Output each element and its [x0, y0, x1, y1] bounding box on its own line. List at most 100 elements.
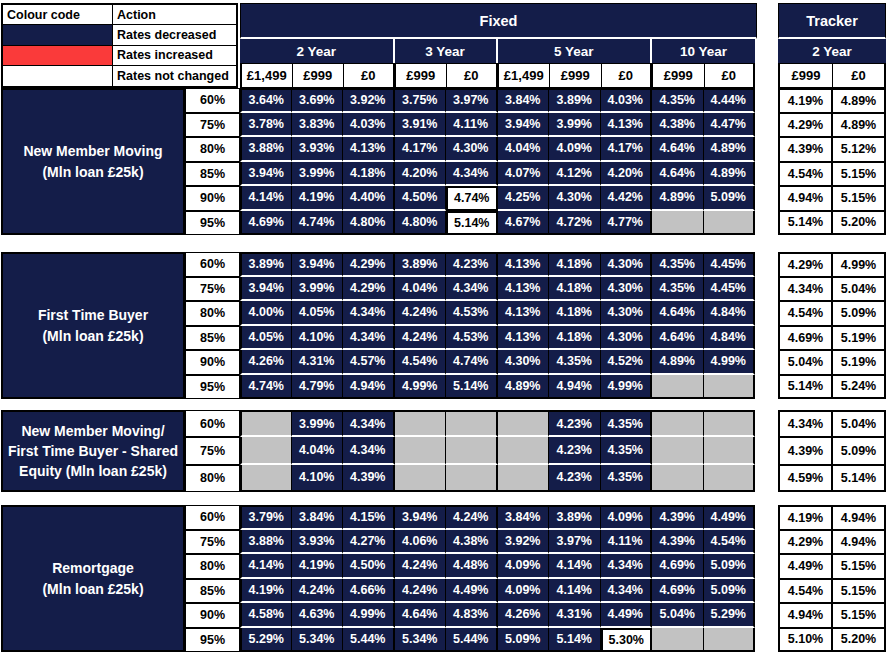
rate-cell: 4.04%	[395, 277, 447, 302]
rate-cell: 4.35%	[652, 277, 704, 302]
ltv-cell: 95%	[185, 211, 240, 236]
tracker-rate-cell: 5.04%	[832, 410, 886, 437]
rate-cell: 4.03%	[601, 88, 653, 113]
rate-cell: 4.10%	[292, 326, 344, 351]
rate-cell: 4.54%	[395, 350, 447, 375]
tracker-rate-cell: 4.54%	[778, 162, 832, 187]
rate-cell: 3.75%	[395, 88, 447, 113]
rate-cell: 4.19%	[292, 554, 344, 579]
rate-cell: 4.23%	[549, 465, 601, 492]
section-label-line: (Mln loan £25k)	[42, 326, 143, 346]
rate-cell: 3.78%	[240, 113, 292, 138]
empty-cell	[704, 410, 756, 437]
rate-cell: 4.45%	[704, 277, 756, 302]
ltv-cell: 90%	[185, 603, 240, 628]
rate-cell: 4.30%	[498, 350, 550, 375]
legend-action-header: Action	[113, 5, 236, 25]
ltv-cell: 80%	[185, 301, 240, 326]
rate-cell: 3.89%	[240, 252, 292, 277]
rate-cell: 4.49%	[446, 579, 498, 604]
ltv-cell: 80%	[185, 554, 240, 579]
rate-cell: 3.89%	[549, 88, 601, 113]
rate-cell: 4.50%	[343, 554, 395, 579]
ltv-cell: 75%	[185, 113, 240, 138]
rate-cell: 5.14%	[446, 375, 498, 400]
tracker-rate-cell: 4.39%	[778, 137, 832, 162]
section-label-line: New Member Moving/	[21, 421, 164, 441]
fixed-term-label: 2 Year	[240, 39, 395, 63]
rate-cell: 4.50%	[395, 186, 447, 211]
rate-cell: 4.30%	[549, 186, 601, 211]
rate-cell: 4.17%	[601, 137, 653, 162]
empty-cell	[652, 437, 704, 464]
rate-cell: 3.89%	[395, 252, 447, 277]
tracker-fee-column-header: £999	[778, 63, 832, 88]
rate-cell: 3.97%	[446, 88, 498, 113]
rate-cell: 5.29%	[704, 603, 756, 628]
rate-cell: 4.23%	[549, 410, 601, 437]
rate-cell: 4.06%	[395, 530, 447, 555]
rate-cell: 4.05%	[240, 326, 292, 351]
fixed-year-row: 2 Year3 Year5 Year10 Year	[240, 39, 757, 63]
rate-cell: 4.54%	[704, 530, 756, 555]
rate-cell: 3.97%	[549, 530, 601, 555]
rate-cell: 3.93%	[292, 530, 344, 555]
empty-cell	[498, 465, 550, 492]
rate-cell: 4.13%	[498, 277, 550, 302]
rate-cell: 4.09%	[498, 579, 550, 604]
rate-cell: 5.34%	[395, 628, 447, 653]
tracker-rate-cell: 4.89%	[832, 88, 886, 113]
empty-cell	[395, 437, 447, 464]
fixed-term-label: 3 Year	[395, 39, 498, 63]
fee-column-header: £1,499	[498, 63, 550, 88]
tracker-rate-cell: 5.15%	[832, 554, 886, 579]
rate-cell: 4.24%	[395, 301, 447, 326]
fixed-banner: Fixed	[240, 3, 757, 39]
fee-column-header: £1,499	[240, 63, 292, 88]
section-remortgage: Remortgage(Mln loan £25k)60%3.79%3.84%4.…	[1, 505, 886, 652]
tracker-rate-cell: 5.14%	[778, 375, 832, 400]
rate-cell: 4.64%	[652, 301, 704, 326]
rate-cell: 4.74%	[292, 211, 344, 236]
fee-column-header: £999	[292, 63, 344, 88]
tracker-rate-cell: 4.29%	[778, 113, 832, 138]
tracker-rate-cell: 4.59%	[778, 465, 832, 492]
rate-cell: 3.89%	[549, 505, 601, 530]
fee-column-header: £0	[601, 63, 653, 88]
rate-cell: 4.34%	[446, 162, 498, 187]
empty-cell	[704, 211, 756, 236]
rate-cell: 4.44%	[704, 88, 756, 113]
rate-cell: 4.30%	[601, 252, 653, 277]
tracker-term-label: 2 Year	[778, 39, 886, 63]
rate-cell: 4.18%	[549, 277, 601, 302]
section-new-member-moving: New Member Moving(Mln loan £25k)60%3.64%…	[1, 88, 886, 235]
tracker-rate-cell: 5.20%	[832, 628, 886, 653]
empty-cell	[652, 465, 704, 492]
empty-cell	[652, 410, 704, 437]
ltv-cell: 60%	[185, 505, 240, 530]
rate-cell: 4.34%	[601, 554, 653, 579]
rate-cell: 4.49%	[704, 505, 756, 530]
rate-cell: 5.04%	[652, 603, 704, 628]
tracker-banner: Tracker	[778, 3, 886, 39]
rate-cell: 4.30%	[601, 326, 653, 351]
tracker-rate-cell: 4.94%	[832, 505, 886, 530]
rate-cell: 5.30%	[601, 628, 653, 653]
empty-cell	[446, 410, 498, 437]
tracker-rate-cell: 4.49%	[778, 554, 832, 579]
rate-cell: 4.49%	[601, 603, 653, 628]
rate-cell: 4.34%	[343, 326, 395, 351]
section-label-new-member-moving: New Member Moving(Mln loan £25k)	[1, 88, 185, 235]
empty-cell	[704, 465, 756, 492]
rate-cell: 4.14%	[240, 186, 292, 211]
fixed-fee-row: £1,499£999£0£999£0£1,499£999£0£999£0	[240, 63, 757, 88]
rate-cell: 4.13%	[498, 252, 550, 277]
fixed-term-label: 10 Year	[652, 39, 755, 63]
rate-cell: 4.99%	[343, 603, 395, 628]
rate-cell: 5.29%	[240, 628, 292, 653]
section-label-shared-equity: New Member Moving/First Time Buyer - Sha…	[1, 410, 185, 492]
rate-cell: 5.34%	[292, 628, 344, 653]
section-label-line: Remortgage	[52, 558, 134, 578]
ltv-cell: 90%	[185, 350, 240, 375]
rate-cell: 4.30%	[601, 277, 653, 302]
